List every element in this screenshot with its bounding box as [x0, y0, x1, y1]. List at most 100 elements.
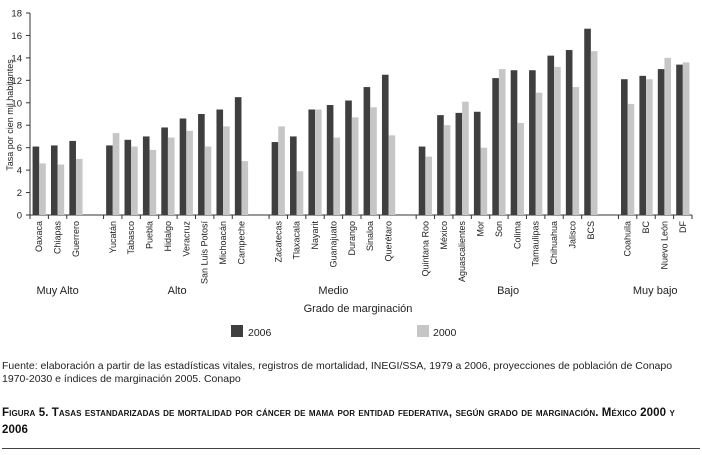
group-label: Bajo: [497, 285, 519, 297]
bar-2000: [351, 117, 359, 215]
category-label: Aguascalientes: [457, 221, 467, 283]
group-label: Medio: [318, 285, 348, 297]
y-tick-label: 14: [11, 53, 22, 64]
bar-2000: [572, 87, 580, 215]
bar-2000: [57, 164, 65, 215]
bar-2000: [333, 137, 341, 215]
y-tick-label: 10: [11, 98, 22, 109]
category-label: México: [439, 221, 449, 250]
bar-2006: [198, 114, 205, 215]
bar-2006: [492, 78, 499, 215]
category-label: San Luis Potosí: [200, 221, 210, 285]
bar-2000: [167, 137, 175, 215]
y-tick-label: 18: [11, 9, 22, 20]
bar-2006: [290, 136, 297, 215]
category-label: DF: [678, 221, 688, 233]
y-tick-label: 8: [17, 121, 22, 132]
category-label: Tabasco: [126, 221, 136, 255]
bar-2000: [554, 66, 561, 216]
bar-2006: [584, 28, 591, 216]
bar-2000: [39, 163, 46, 215]
category-label: Coahuila: [623, 221, 633, 257]
category-label: Hidalgo: [163, 221, 173, 252]
y-tick-label: 2: [17, 188, 22, 199]
bar-2006: [69, 140, 76, 215]
bar-2006: [621, 79, 628, 216]
category-label: Yucatán: [108, 221, 118, 254]
group-label: Muy bajo: [633, 285, 678, 297]
bar-2000: [646, 79, 653, 216]
bar-2000: [296, 171, 304, 215]
bar-2006: [161, 127, 168, 215]
bar-2006: [565, 50, 573, 215]
bar-2006: [363, 87, 371, 215]
category-label: Colima: [512, 221, 522, 249]
figure-caption: Figura 5. Tasas estandarizadas de mortal…: [2, 407, 675, 436]
bar-2000: [75, 158, 83, 215]
bar-2006: [473, 111, 481, 215]
bar-2000: [443, 125, 451, 215]
category-label: BC: [641, 221, 651, 234]
bar-2006: [418, 146, 426, 215]
bar-2006: [510, 70, 518, 215]
category-label: Mor: [476, 221, 486, 237]
category-label: Campeche: [237, 221, 247, 265]
bar-2006: [32, 146, 40, 215]
bar-2000: [112, 133, 120, 215]
category-label: Jalisco: [568, 221, 578, 249]
legend: 2006 2000: [231, 325, 457, 339]
figure-source-note: Fuente: elaboración a partir de las esta…: [2, 360, 673, 385]
bar-2000: [131, 146, 138, 215]
y-tick-label: 6: [17, 143, 22, 154]
bar-2000: [149, 149, 157, 215]
bar-2006: [345, 100, 352, 215]
bar-2006: [271, 142, 279, 215]
bar-2000: [627, 103, 635, 215]
y-tick-label: 12: [11, 76, 22, 87]
bar-2000: [682, 62, 690, 215]
caption-divider: [2, 448, 700, 449]
bar-2006: [529, 70, 536, 215]
category-label: Guerrero: [71, 221, 81, 257]
bar-2000: [480, 147, 488, 215]
category-label: Son: [494, 221, 504, 237]
bar-2000: [241, 161, 249, 215]
y-axis-label: Tasa por cien mil habitantes: [5, 59, 15, 171]
group-label: Alto: [168, 285, 187, 297]
category-label: Puebla: [145, 221, 155, 249]
bar-2006: [216, 109, 224, 215]
category-label: Querétaro: [384, 221, 394, 262]
legend-swatch-2006: [231, 325, 243, 337]
bar-2006: [106, 145, 113, 215]
bar-2006: [50, 145, 58, 215]
category-label: Durango: [347, 221, 357, 256]
category-label: Tlaxacala: [292, 221, 302, 260]
bar-2006: [326, 105, 334, 215]
legend-label-2006: 2006: [248, 327, 272, 339]
legend-swatch-2000: [417, 325, 429, 337]
bar-2006: [142, 136, 150, 215]
bar-2000: [223, 126, 230, 215]
category-label: Veracruz: [181, 221, 191, 257]
bar-2006: [639, 75, 647, 215]
category-label: Chiapas: [53, 221, 63, 255]
category-label: Oaxaca: [34, 221, 44, 252]
bar-2000: [498, 69, 506, 215]
bar-2000: [315, 109, 322, 215]
bar-2000: [204, 146, 212, 215]
bar-2000: [370, 107, 377, 215]
category-label: Sinaloa: [365, 221, 375, 251]
bar-2000: [517, 122, 524, 215]
x-axis-label: Grado de marginación: [304, 303, 413, 315]
category-label: Quintana Roo: [420, 221, 430, 277]
bar-2006: [234, 97, 242, 215]
bar-2006: [381, 74, 389, 215]
y-tick-label: 4: [17, 166, 22, 177]
y-tick-label: 0: [17, 211, 22, 222]
category-label: Chihuahua: [549, 221, 559, 265]
bar-2000: [462, 101, 469, 215]
category-label: Tamaulipas: [531, 221, 541, 267]
legend-label-2000: 2000: [433, 327, 457, 339]
category-label: Michoacán: [218, 221, 228, 265]
bar-2000: [425, 156, 432, 215]
